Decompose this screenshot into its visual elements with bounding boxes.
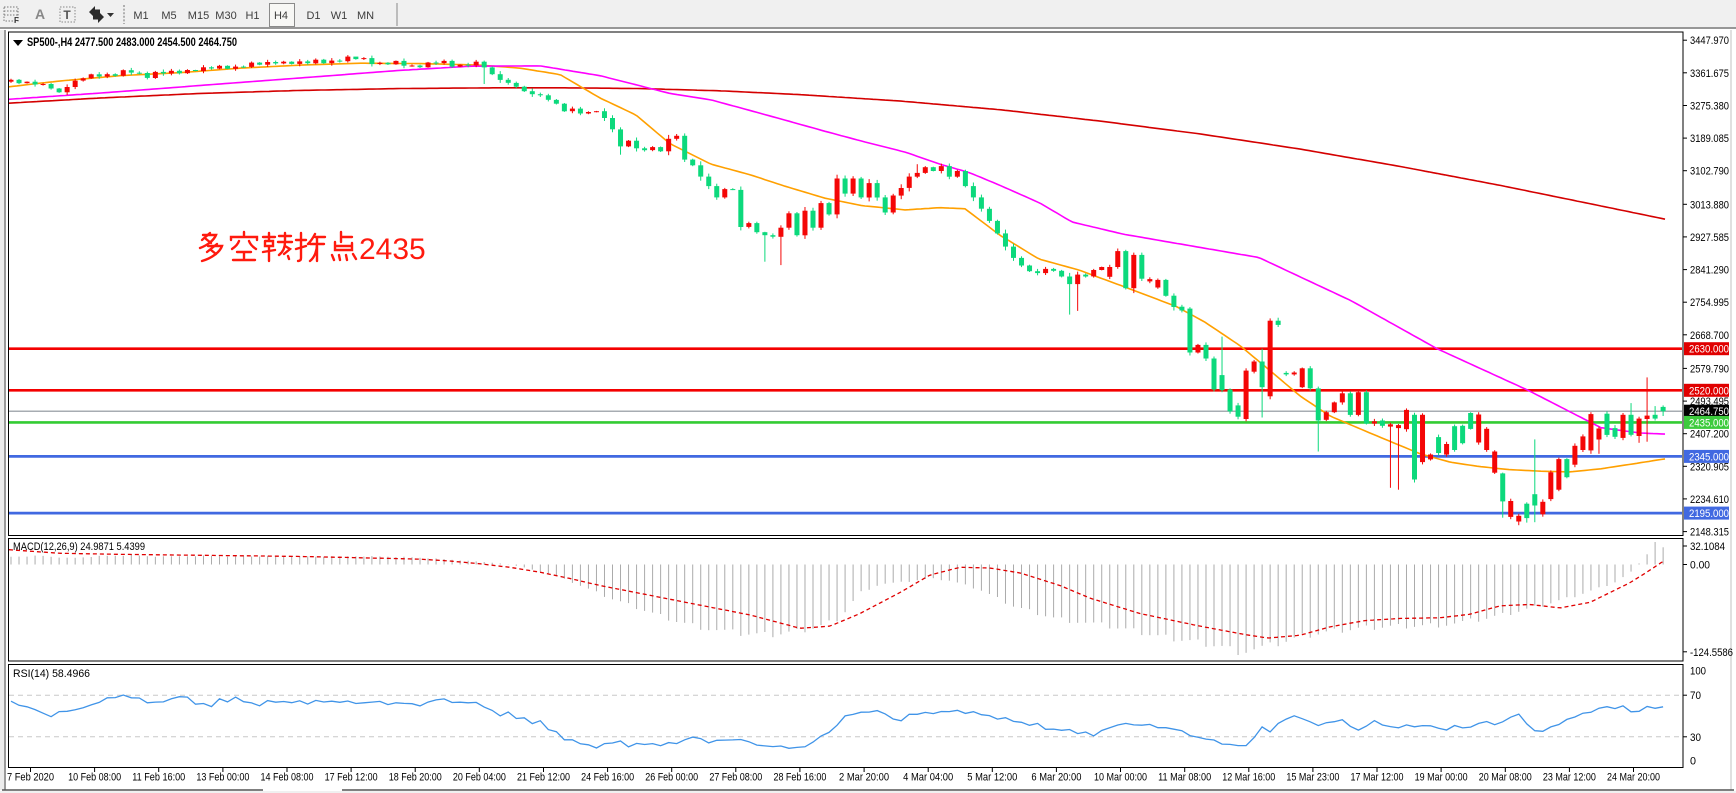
svg-text:2148.315: 2148.315 <box>1690 527 1729 539</box>
svg-text:10 Feb 08:00: 10 Feb 08:00 <box>68 772 121 784</box>
svg-text:11 Mar 08:00: 11 Mar 08:00 <box>1158 772 1211 784</box>
svg-text:2435: 2435 <box>359 233 426 266</box>
svg-text:M30: M30 <box>215 10 236 22</box>
svg-text:26 Feb 00:00: 26 Feb 00:00 <box>645 772 698 784</box>
svg-text:H1: H1 <box>245 10 259 22</box>
svg-text:70: 70 <box>1690 690 1701 702</box>
svg-text:2579.790: 2579.790 <box>1690 363 1729 375</box>
svg-text:2520.000: 2520.000 <box>1689 385 1729 397</box>
svg-text:23 Mar 12:00: 23 Mar 12:00 <box>1543 772 1596 784</box>
svg-text:4 Mar 04:00: 4 Mar 04:00 <box>903 772 953 784</box>
svg-text:0: 0 <box>1690 756 1696 768</box>
svg-text:0.00: 0.00 <box>1690 560 1710 572</box>
svg-text:100: 100 <box>1690 666 1706 678</box>
svg-text:A: A <box>35 6 45 22</box>
svg-text:H4: H4 <box>274 10 288 22</box>
svg-text:3013.880: 3013.880 <box>1690 199 1729 211</box>
svg-text:2630.000: 2630.000 <box>1689 344 1729 356</box>
svg-text:2927.585: 2927.585 <box>1690 232 1729 244</box>
svg-text:30: 30 <box>1690 732 1701 744</box>
svg-text:2320.905: 2320.905 <box>1690 461 1729 473</box>
svg-text:2407.200: 2407.200 <box>1690 429 1729 441</box>
svg-text:3102.790: 3102.790 <box>1690 166 1729 178</box>
svg-text:2234.610: 2234.610 <box>1690 494 1729 506</box>
svg-text:MACD(12,26,9) 24.9871 5.4399: MACD(12,26,9) 24.9871 5.4399 <box>13 541 145 553</box>
svg-text:D1: D1 <box>306 10 320 22</box>
svg-text:21 Feb 12:00: 21 Feb 12:00 <box>517 772 570 784</box>
svg-text:3447.970: 3447.970 <box>1690 35 1729 47</box>
svg-text:-124.5586: -124.5586 <box>1690 647 1733 659</box>
svg-text:20 Feb 04:00: 20 Feb 04:00 <box>453 772 506 784</box>
svg-text:2754.995: 2754.995 <box>1690 297 1729 309</box>
svg-text:3189.085: 3189.085 <box>1690 133 1729 145</box>
svg-text:3361.675: 3361.675 <box>1690 68 1729 80</box>
svg-text:2 Mar 20:00: 2 Mar 20:00 <box>839 772 889 784</box>
svg-text:13 Feb 00:00: 13 Feb 00:00 <box>196 772 249 784</box>
svg-text:M5: M5 <box>161 10 176 22</box>
svg-text:W1: W1 <box>331 10 348 22</box>
svg-text:7 Feb 2020: 7 Feb 2020 <box>7 772 54 784</box>
svg-text:2668.700: 2668.700 <box>1690 330 1729 342</box>
svg-text:15 Mar 23:00: 15 Mar 23:00 <box>1286 772 1339 784</box>
svg-text:18 Feb 20:00: 18 Feb 20:00 <box>389 772 442 784</box>
svg-text:14 Feb 08:00: 14 Feb 08:00 <box>260 772 313 784</box>
svg-text:2195.000: 2195.000 <box>1689 508 1729 520</box>
svg-text:24 Mar 20:00: 24 Mar 20:00 <box>1607 772 1660 784</box>
svg-text:2435.000: 2435.000 <box>1689 417 1729 429</box>
svg-text:M15: M15 <box>188 10 209 22</box>
svg-text:3275.380: 3275.380 <box>1690 101 1729 113</box>
svg-text:17 Mar 12:00: 17 Mar 12:00 <box>1351 772 1404 784</box>
svg-text:10 Mar 00:00: 10 Mar 00:00 <box>1094 772 1147 784</box>
svg-text:2345.000: 2345.000 <box>1689 451 1729 463</box>
svg-text:27 Feb 08:00: 27 Feb 08:00 <box>709 772 762 784</box>
svg-text:SP500-,H4 2477.500 2483.000 2: SP500-,H4 2477.500 2483.000 2454.500 246… <box>27 35 237 49</box>
svg-text:28 Feb 16:00: 28 Feb 16:00 <box>773 772 826 784</box>
svg-text:12 Mar 16:00: 12 Mar 16:00 <box>1222 772 1275 784</box>
svg-text:RSI(14) 58.4966: RSI(14) 58.4966 <box>13 668 90 680</box>
svg-text:6 Mar 20:00: 6 Mar 20:00 <box>1031 772 1081 784</box>
svg-text:MN: MN <box>357 10 374 22</box>
svg-text:32.1084: 32.1084 <box>1690 541 1725 553</box>
svg-text:24 Feb 16:00: 24 Feb 16:00 <box>581 772 634 784</box>
svg-text:17 Feb 12:00: 17 Feb 12:00 <box>325 772 378 784</box>
svg-text:19 Mar 00:00: 19 Mar 00:00 <box>1415 772 1468 784</box>
svg-text:5 Mar 12:00: 5 Mar 12:00 <box>967 772 1017 784</box>
svg-text:T: T <box>63 8 71 22</box>
svg-text:11 Feb 16:00: 11 Feb 16:00 <box>132 772 185 784</box>
svg-text:M1: M1 <box>133 10 148 22</box>
svg-text:2841.290: 2841.290 <box>1690 265 1729 277</box>
svg-text:F: F <box>14 16 19 25</box>
svg-text:20 Mar 08:00: 20 Mar 08:00 <box>1479 772 1532 784</box>
svg-text:2464.750: 2464.750 <box>1689 406 1729 418</box>
